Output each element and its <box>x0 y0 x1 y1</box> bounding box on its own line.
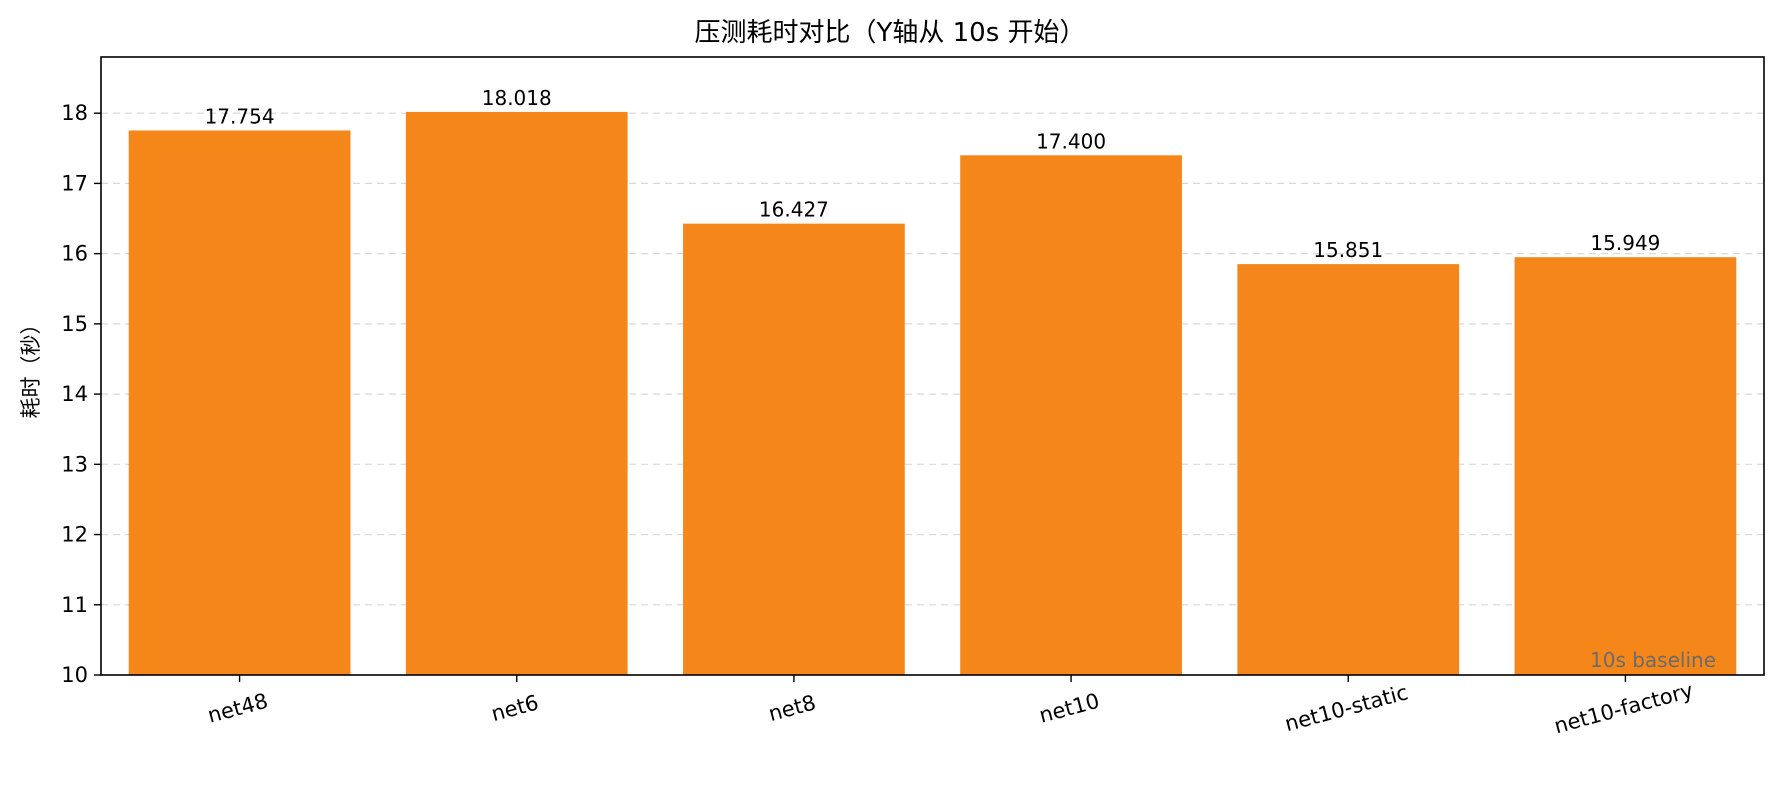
grid-lines <box>101 112 1764 606</box>
bar-net10-factory <box>1514 257 1737 675</box>
y-tick-label: 14 <box>61 382 88 406</box>
y-tick-label: 12 <box>61 523 88 547</box>
x-tick-label: net48 <box>205 689 270 728</box>
bar-value-label: 17.754 <box>205 104 275 128</box>
bar-value-label: 18.018 <box>482 86 552 110</box>
x-tick-label: net10-static <box>1282 680 1410 736</box>
y-tick-label: 18 <box>61 101 88 125</box>
plot-frame <box>100 56 1765 676</box>
x-tick-label: net8 <box>766 690 818 726</box>
bar-value-label: 17.400 <box>1036 129 1106 153</box>
y-tick-label: 15 <box>61 312 88 336</box>
x-tick-label: net10-factory <box>1552 678 1696 738</box>
y-tick-label: 16 <box>61 242 88 266</box>
y-tick-label: 10 <box>61 663 88 687</box>
y-axis-ticks: 10 11 12 13 14 15 16 17 18 <box>61 101 101 687</box>
y-axis-label: 耗时（秒） <box>19 314 43 419</box>
bar-value-label: 15.949 <box>1590 231 1660 255</box>
bar-value-label: 16.427 <box>759 198 829 222</box>
bars <box>128 111 1737 675</box>
y-tick-label: 17 <box>61 171 88 195</box>
bar-net48 <box>128 130 351 675</box>
x-axis-ticks: net48 net6 net8 net10 net10-static net10-fact… <box>205 675 1696 738</box>
bar-net10-static <box>1237 264 1460 675</box>
bar-net10 <box>960 155 1182 675</box>
y-tick-label: 11 <box>61 593 88 617</box>
chart-title: 压测耗时对比（Y轴从 10s 开始） <box>694 18 1085 48</box>
y-tick-label: 13 <box>61 452 88 476</box>
bar-value-label: 15.851 <box>1313 238 1383 262</box>
x-tick-label: net10 <box>1037 689 1102 728</box>
bar-net8 <box>683 223 905 675</box>
baseline-annotation: 10s baseline <box>1590 648 1716 672</box>
bar-value-labels: 17.754 18.018 16.427 17.400 15.851 15.949 <box>205 86 1661 262</box>
x-tick-label: net6 <box>489 690 541 726</box>
bar-net6 <box>405 111 628 675</box>
